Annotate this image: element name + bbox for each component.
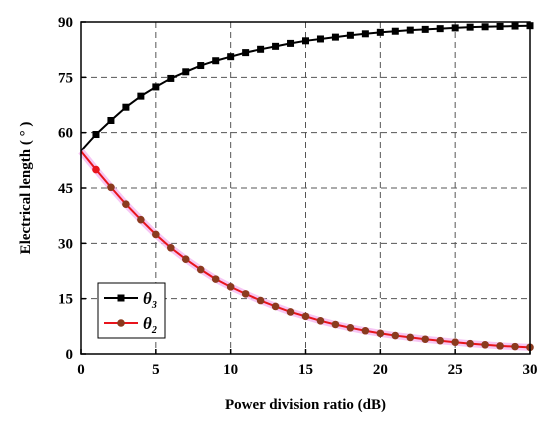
data-point xyxy=(301,312,310,321)
data-point xyxy=(436,25,444,33)
data-point xyxy=(496,22,504,30)
legend-box xyxy=(97,282,166,339)
data-point xyxy=(167,243,175,252)
x-axis-title: Power division ratio (dB) xyxy=(225,397,386,413)
y-tick-label: 0 xyxy=(66,347,74,363)
data-point xyxy=(286,308,295,316)
series-θ2 xyxy=(78,148,534,352)
data-point xyxy=(376,329,385,338)
data-point xyxy=(181,255,190,263)
data-point xyxy=(152,83,160,91)
series-θ3 xyxy=(80,22,534,152)
x-tick-label: 25 xyxy=(448,362,463,378)
data-point xyxy=(331,33,339,41)
data-point xyxy=(481,23,489,31)
data-point xyxy=(287,39,295,47)
y-tick-label: 90 xyxy=(58,15,73,31)
data-point xyxy=(137,215,145,224)
data-point xyxy=(211,275,220,283)
data-point xyxy=(346,31,354,39)
legend-label: θ3 xyxy=(143,289,157,311)
data-point xyxy=(511,342,519,351)
legend-marker xyxy=(117,294,125,302)
data-point xyxy=(212,57,220,65)
data-point xyxy=(451,338,459,346)
y-axis-title: Electrical length ( ° ) xyxy=(18,122,34,255)
data-point xyxy=(361,30,369,38)
data-point xyxy=(196,265,205,274)
y-tick-label: 45 xyxy=(58,181,73,197)
y-tick-label: 15 xyxy=(58,292,73,308)
data-point xyxy=(466,23,474,31)
data-point xyxy=(92,165,100,174)
data-point xyxy=(137,92,145,100)
data-point xyxy=(316,317,325,325)
data-point xyxy=(271,302,280,311)
data-point xyxy=(361,326,370,335)
data-point xyxy=(122,103,130,111)
data-point xyxy=(466,339,474,348)
legend-marker xyxy=(117,319,125,327)
x-tick-label: 30 xyxy=(523,362,538,378)
data-point xyxy=(406,333,415,342)
data-point xyxy=(316,35,324,43)
data-point xyxy=(256,296,265,305)
x-tick-label: 10 xyxy=(223,362,238,378)
data-point xyxy=(421,335,430,344)
data-point xyxy=(167,74,175,82)
data-point xyxy=(107,116,115,124)
y-tick-label: 30 xyxy=(58,236,73,252)
data-point xyxy=(496,342,504,350)
y-tick-label: 75 xyxy=(58,70,73,86)
data-point xyxy=(391,27,399,35)
data-point xyxy=(331,320,340,329)
data-point xyxy=(376,28,384,36)
data-point xyxy=(242,49,250,57)
data-point xyxy=(406,26,414,34)
x-tick-label: 0 xyxy=(77,362,85,378)
data-point xyxy=(511,22,519,30)
data-point xyxy=(257,45,265,53)
data-point xyxy=(197,62,205,70)
data-point xyxy=(272,42,280,50)
data-point xyxy=(122,200,130,209)
data-point xyxy=(391,331,400,340)
grid-lines xyxy=(81,22,530,354)
axis-ticks: 0 5 10 15 20 25 30 0 15 30 45 60 75 90 xyxy=(58,15,538,378)
data-point xyxy=(436,336,445,345)
data-point xyxy=(107,183,115,192)
y-tick-label: 60 xyxy=(58,126,73,142)
data-point xyxy=(182,68,190,76)
data-point xyxy=(421,25,429,33)
data-point xyxy=(241,290,250,298)
data-point xyxy=(92,131,100,139)
x-tick-label: 20 xyxy=(373,362,388,378)
data-point xyxy=(481,340,489,349)
data-point xyxy=(302,37,309,45)
data-point xyxy=(226,283,235,291)
data-point xyxy=(346,324,355,332)
data-point xyxy=(152,230,160,239)
x-tick-label: 5 xyxy=(152,362,160,378)
data-point xyxy=(227,53,235,61)
data-point xyxy=(451,24,459,32)
legend-label: θ2 xyxy=(143,314,157,336)
x-tick-label: 15 xyxy=(298,362,313,378)
